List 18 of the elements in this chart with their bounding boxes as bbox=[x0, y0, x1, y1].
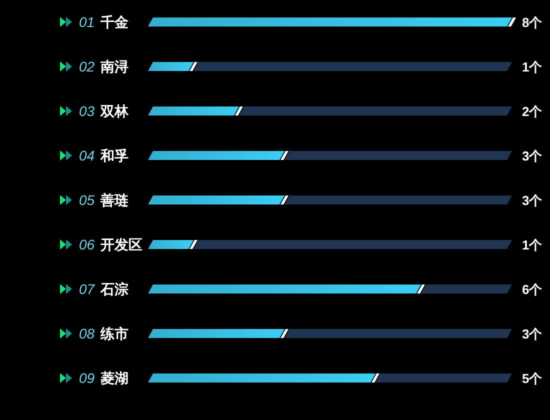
y-tick-label: 05 善琏 bbox=[79, 192, 129, 208]
data-label: 1个 bbox=[522, 60, 544, 74]
data-label: 5个 bbox=[522, 371, 544, 386]
data-label: 3个 bbox=[522, 148, 544, 164]
y-tick-label: 01 千金 bbox=[79, 14, 130, 30]
data-label: 3个 bbox=[522, 193, 544, 208]
y-tick-label: 02 南浔 bbox=[79, 58, 129, 74]
y-tick-label: 07 石淙 bbox=[79, 281, 129, 297]
data-label: 8个 bbox=[522, 15, 544, 30]
data-label: 2个 bbox=[522, 104, 544, 119]
y-tick-label: 03 双林 bbox=[79, 103, 130, 119]
y-tick-label: 06 开发区 bbox=[79, 236, 143, 252]
y-tick-label: 08 练市 bbox=[79, 326, 129, 342]
data-label: 3个 bbox=[522, 326, 544, 342]
y-tick-label: 04 和孚 bbox=[79, 148, 129, 164]
data-label: 1个 bbox=[522, 238, 544, 252]
y-tick-label: 09 菱湖 bbox=[79, 370, 129, 386]
data-label: 6个 bbox=[522, 282, 544, 297]
